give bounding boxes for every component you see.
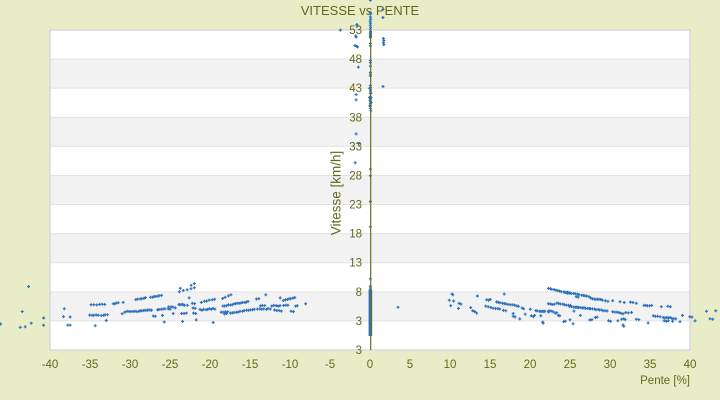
svg-text:-20: -20 (202, 359, 219, 371)
svg-text:-35: -35 (82, 359, 99, 371)
svg-text:3: 3 (356, 316, 362, 328)
svg-text:8: 8 (356, 287, 362, 299)
svg-text:-25: -25 (162, 359, 179, 371)
svg-text:48: 48 (349, 54, 362, 66)
svg-text:30: 30 (604, 359, 617, 371)
svg-text:5: 5 (407, 359, 413, 371)
svg-text:15: 15 (484, 359, 497, 371)
svg-text:-5: -5 (325, 359, 335, 371)
svg-text:-30: -30 (122, 359, 139, 371)
svg-text:-40: -40 (42, 359, 59, 371)
svg-text:13: 13 (349, 258, 362, 270)
svg-text:20: 20 (524, 359, 537, 371)
svg-text:43: 43 (349, 83, 362, 95)
svg-text:40: 40 (684, 359, 697, 371)
svg-text:3: 3 (356, 345, 362, 357)
svg-text:-10: -10 (282, 359, 299, 371)
svg-text:18: 18 (349, 229, 362, 241)
svg-text:38: 38 (349, 112, 362, 124)
svg-text:25: 25 (564, 359, 577, 371)
svg-text:-15: -15 (242, 359, 259, 371)
svg-text:35: 35 (644, 359, 657, 371)
svg-text:53: 53 (349, 25, 362, 37)
svg-text:Pente [%]: Pente [%] (640, 375, 690, 387)
svg-text:Vitesse [km/h]: Vitesse [km/h] (329, 151, 344, 236)
svg-text:VITESSE vs PENTE: VITESSE vs PENTE (301, 3, 420, 18)
svg-text:28: 28 (349, 170, 362, 182)
svg-text:23: 23 (349, 200, 362, 212)
svg-text:0: 0 (367, 359, 373, 371)
svg-text:10: 10 (444, 359, 457, 371)
